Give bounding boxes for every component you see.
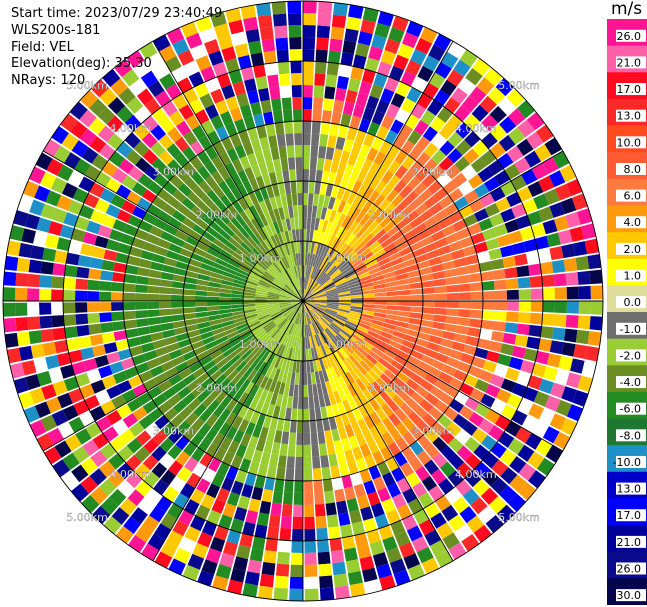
range-ring-label: 2.00km	[369, 209, 411, 222]
ring-labels: 1.00km 1.00km 1.00km 1.00km 2.00km 2.00km 2.00…	[66, 79, 540, 524]
colorbar-tick-label: -17.0	[613, 509, 641, 522]
colorbar-tick-label: -6.0	[620, 403, 641, 416]
range-ring-label: 2.00km	[196, 209, 238, 222]
colorbar-tick-label: -13.0	[613, 483, 641, 496]
azimuth-spoke	[302, 150, 564, 302]
colorbar-tick-label: -4.0	[620, 376, 641, 389]
azimuth-spoke	[302, 300, 454, 562]
range-ring-label: 2.00km	[369, 381, 411, 394]
colorbar-tick-label: -1.0	[620, 323, 641, 336]
range-ring-label: 4.00km	[455, 468, 497, 481]
colorbar-tick-label: 8.0	[624, 163, 642, 176]
range-ring-label: 3.00km	[412, 165, 454, 178]
colorbar-tick-label: -2.0	[620, 349, 641, 362]
azimuth-spokes	[3, 1, 603, 601]
range-ring-label: 4.00km	[455, 122, 497, 135]
colorbar-tick-label: -26.0	[613, 563, 641, 576]
colorbar-tick-label: -8.0	[620, 429, 641, 442]
elevation-label: Elevation(deg): 35.30	[11, 56, 152, 71]
azimuth-spoke	[42, 300, 304, 452]
range-ring-label: 3.00km	[153, 165, 195, 178]
colorbar-tick-label: 26.0	[617, 30, 642, 43]
azimuth-spoke	[152, 40, 304, 302]
range-ring-label: 1.00km	[239, 338, 281, 351]
colorbar-tick-label: 1.0	[624, 270, 642, 283]
colorbar-tick-label: 10.0	[617, 136, 642, 149]
colorbar-unit: m/s	[611, 0, 643, 19]
colorbar-tick-label: -10.0	[613, 456, 641, 469]
colorbar-tick-label: 21.0	[617, 56, 642, 69]
range-ring-label: 2.00km	[196, 381, 238, 394]
azimuth-spoke	[302, 300, 564, 452]
azimuth-spoke	[152, 300, 304, 562]
range-ring-label: 5.00km	[66, 511, 108, 524]
range-ring-label: 3.00km	[412, 425, 454, 438]
range-ring-label: 5.00km	[498, 511, 540, 524]
azimuth-spoke	[42, 150, 304, 302]
colorbar: 26.0 21.0 17.0 13.0 10.0 8.0 6.0 4.0 2.0 1.0 0.0 -1…	[607, 19, 647, 605]
nrays-label: NRays: 120	[11, 73, 86, 88]
range-ring-label: 1.00km	[325, 338, 367, 351]
colorbar-tick-label: 6.0	[624, 190, 642, 203]
velocity-sectors	[3, 1, 603, 601]
radar-ppi-plot: 1.00km 1.00km 1.00km 1.00km 2.00km 2.00km 2.00…	[2, 0, 604, 602]
colorbar-tick-label: -30.0	[613, 589, 641, 602]
colorbar-tick-label: 17.0	[617, 83, 642, 96]
range-ring-label: 3.00km	[153, 425, 195, 438]
range-ring-label: 5.00km	[66, 79, 108, 92]
colorbar-tick-label: 0.0	[624, 296, 642, 309]
colorbar-tick-label: 2.0	[624, 243, 642, 256]
instrument-label: WLS200s-181	[11, 23, 101, 38]
colorbar-tick-label: -21.0	[613, 536, 641, 549]
colorbar-tick-label: 4.0	[624, 216, 642, 229]
range-ring-label: 5.00km	[498, 79, 540, 92]
field-label: Field: VEL	[11, 40, 74, 55]
start-time-label: Start time: 2023/07/29 23:40:49	[11, 6, 223, 21]
range-ring-label: 1.00km	[239, 252, 281, 265]
range-ring-label: 4.00km	[109, 468, 151, 481]
azimuth-spoke	[302, 40, 454, 302]
colorbar-tick-label: 13.0	[617, 110, 642, 123]
range-ring-label: 1.00km	[325, 252, 367, 265]
range-ring-label: 4.00km	[109, 122, 151, 135]
